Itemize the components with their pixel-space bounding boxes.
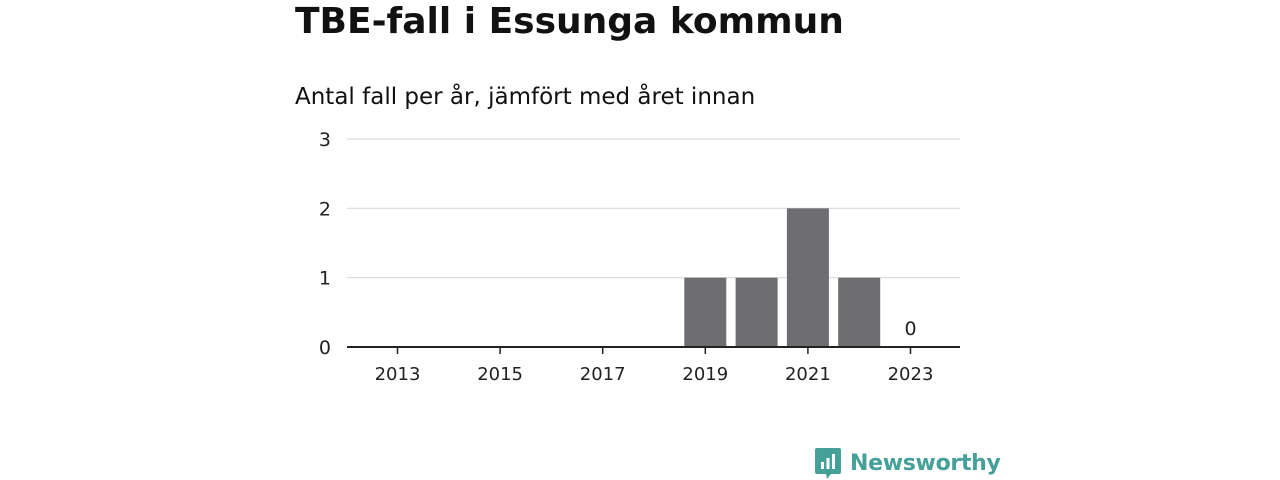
x-tick-label: 2023 (888, 364, 934, 385)
bar-chart: 0 1 2 3 2013 2015 2017 2019 2021 2023 0 (319, 129, 960, 385)
brand-logo: Newsworthy (814, 446, 1001, 480)
bar (684, 277, 727, 347)
newsworthy-logo-icon (815, 448, 841, 479)
x-tick-label: 2017 (580, 364, 626, 385)
brand-name: Newsworthy (850, 450, 1001, 476)
x-tick-label: 2019 (682, 364, 728, 385)
bar (786, 208, 829, 347)
x-tick-label: 2013 (375, 364, 421, 385)
chart-subtitle: Antal fall per år, jämfört med året inna… (295, 84, 756, 110)
bar (838, 277, 881, 347)
data-label: 0 (904, 318, 916, 340)
bar (735, 277, 778, 347)
y-tick-label: 1 (319, 268, 331, 290)
y-tick-label: 0 (319, 337, 331, 359)
x-tick-label: 2015 (477, 364, 523, 385)
y-tick-label: 3 (319, 129, 331, 151)
chart-title: TBE-fall i Essunga kommun (295, 1, 844, 42)
y-tick-label: 2 (319, 198, 331, 220)
x-tick-label: 2021 (785, 364, 831, 385)
